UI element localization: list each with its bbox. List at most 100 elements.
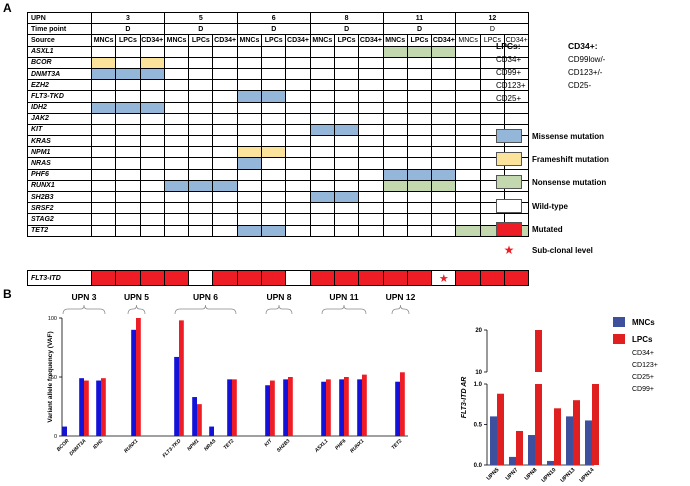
legend-label: Missense mutation — [532, 131, 605, 141]
source-cell: LPCs — [406, 34, 433, 47]
wildtype-cell — [406, 202, 433, 215]
ar-bar-lpcs — [554, 408, 561, 465]
wildtype-cell — [333, 157, 360, 170]
ar-bar-mncs — [509, 456, 516, 465]
ar-x-tick-label: UPN5 — [486, 467, 501, 482]
wildtype-cell — [90, 135, 117, 148]
wildtype-cell — [358, 79, 384, 92]
wildtype-cell — [139, 179, 165, 193]
wildtype-cell — [358, 190, 384, 204]
wildtype-cell — [309, 67, 335, 81]
mutated-cell — [309, 270, 335, 286]
ar-phenotype-label: CD25+ — [632, 374, 654, 381]
wildtype-cell — [406, 190, 433, 204]
gene-row: NRAS — [27, 157, 530, 170]
ar-bar-lpcs — [497, 393, 504, 465]
wildtype-cell — [285, 135, 311, 148]
wildtype-cell — [212, 213, 238, 226]
source-cell: CD34+ — [358, 34, 384, 47]
wildtype-cell — [212, 123, 238, 137]
wildtype-cell — [285, 224, 311, 237]
wildtype-cell — [261, 45, 287, 58]
wildtype-cell — [358, 213, 384, 226]
wildtype-cell — [455, 146, 481, 159]
ar-phenotype-label: CD34+ — [632, 350, 654, 357]
wildtype-cell — [188, 123, 214, 137]
gene-row: BCOR — [27, 56, 530, 69]
phenotype-marker: CD123+/- — [568, 68, 603, 77]
wildtype-cell — [431, 67, 457, 81]
gene-row: SH2B3 — [27, 190, 530, 204]
wildtype-cell — [90, 213, 117, 226]
wildtype-cell — [285, 123, 311, 137]
wildtype-cell — [139, 135, 165, 148]
source-cell: LPCs — [261, 34, 287, 47]
wildtype-cell — [212, 157, 238, 170]
wildtype-cell — [455, 179, 481, 193]
wildtype-cell — [90, 168, 117, 181]
missense-cell — [236, 157, 263, 170]
wildtype-cell — [212, 146, 238, 159]
wildtype-cell — [455, 157, 481, 170]
frameshift-cell — [90, 56, 117, 69]
wildtype-cell — [358, 45, 384, 58]
lpcs-title: LPCs: — [496, 41, 521, 51]
wildtype-cell — [309, 90, 335, 103]
wildtype-cell — [333, 79, 360, 92]
missense-cell — [139, 67, 165, 81]
wildtype-cell — [115, 90, 141, 103]
wildtype-cell — [285, 101, 311, 114]
wildtype-cell — [163, 101, 190, 114]
wildtype-cell — [139, 157, 165, 170]
legend-swatch — [496, 152, 522, 166]
group-label: UPN 6 — [193, 292, 218, 302]
wildtype-cell — [236, 56, 263, 69]
wildtype-cell — [333, 146, 360, 159]
wildtype-cell — [382, 135, 408, 148]
wildtype-cell — [358, 123, 384, 137]
phenotype-marker: CD99+ — [496, 68, 522, 77]
ar-bar-mncs — [585, 420, 592, 465]
legend-label-lpcs: LPCs — [632, 335, 653, 344]
wildtype-cell — [309, 135, 335, 148]
bar-mncs — [395, 381, 400, 436]
ar-y-tick-label: 0.5 — [474, 423, 483, 429]
wildtype-cell — [309, 101, 335, 114]
ar-x-tick-label: UPN14 — [579, 467, 596, 484]
phenotype-marker: CD99low/- — [568, 55, 606, 64]
missense-cell — [115, 101, 141, 114]
bar-mncs — [209, 426, 214, 436]
wildtype-cell — [188, 79, 214, 92]
timepoint-cell: D — [382, 23, 457, 36]
mutated-cell — [406, 270, 433, 286]
wildtype-cell — [285, 90, 311, 103]
nonsense-cell — [455, 224, 481, 237]
wildtype-cell — [212, 190, 238, 204]
gene-name: ASXL1 — [27, 45, 92, 58]
wildtype-cell — [382, 90, 408, 103]
missense-cell — [236, 224, 263, 237]
wildtype-cell — [358, 146, 384, 159]
ar-bar-mncs — [547, 460, 554, 465]
wildtype-cell — [455, 45, 481, 58]
wildtype-cell — [358, 112, 384, 125]
wildtype-cell — [333, 101, 360, 114]
nonsense-cell — [382, 45, 408, 58]
gene-name: NPM1 — [27, 146, 92, 159]
wildtype-cell — [90, 190, 117, 204]
wildtype-cell — [431, 157, 457, 170]
wildtype-cell — [163, 213, 190, 226]
bar-lpcs — [101, 378, 106, 436]
panel-a-label: A — [3, 1, 12, 15]
bar-mncs — [283, 379, 288, 436]
wildtype-cell — [285, 67, 311, 81]
missense-cell — [333, 123, 360, 137]
wildtype-cell — [139, 90, 165, 103]
ar-bar-mncs — [528, 435, 535, 465]
wildtype-cell — [139, 112, 165, 125]
wildtype-cell — [261, 112, 287, 125]
wildtype-cell — [309, 45, 335, 58]
wildtype-cell — [188, 112, 214, 125]
wildtype-cell — [309, 202, 335, 215]
gene-name: FLT3-TKD — [27, 90, 92, 103]
